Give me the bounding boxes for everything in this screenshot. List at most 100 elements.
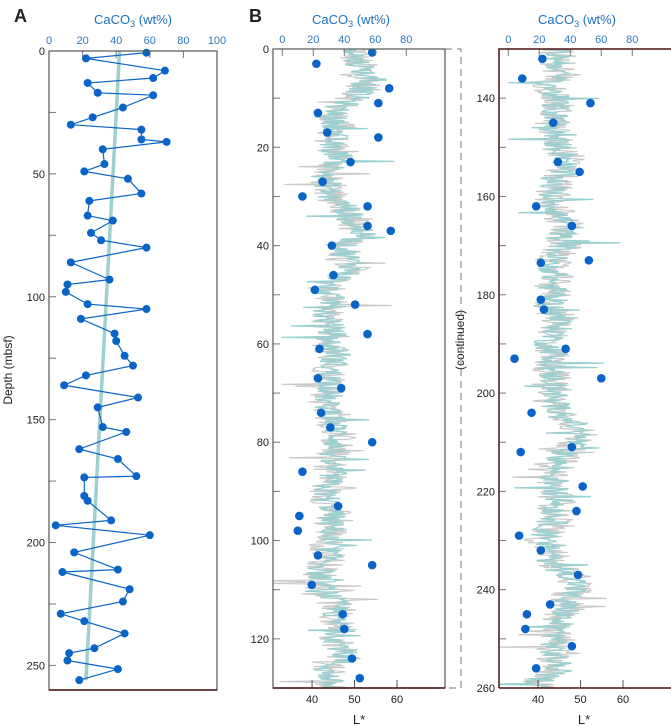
panel-b-lower-lstar-tick-label: 40	[532, 694, 544, 706]
panel-b-upper-caco3-point	[295, 511, 304, 521]
panel-a-caco3-point	[66, 258, 75, 267]
panel-a-caco3-point	[125, 585, 134, 594]
panel-b-upper-caco3-point	[367, 560, 377, 570]
panel-a-y-axis-title: Depth (mbsf)	[1, 335, 15, 404]
panel-b-lower-caco3-point	[516, 447, 525, 457]
panel-b-upper-caco3-point	[313, 108, 323, 118]
panel-a-caco3-point	[132, 472, 141, 481]
panel-a-y-tick-label: 100	[27, 292, 45, 304]
panel-a-caco3-point	[137, 189, 146, 198]
panel-a-x-tick-label: 80	[177, 35, 189, 47]
panel-a-caco3-point	[123, 174, 132, 183]
panel-b-upper-caco3-point	[374, 98, 383, 108]
panel-a-caco3-point	[80, 473, 89, 482]
panel-a-caco3-point	[113, 565, 122, 574]
panel-a-caco3-point	[142, 48, 151, 57]
panel-b-upper-caco3-tick-label: 0	[279, 34, 285, 46]
panel-a-caco3-point	[93, 88, 102, 97]
panel-a-y-tick-label: 50	[33, 169, 45, 181]
panel-a-caco3-point	[113, 665, 122, 674]
panel-a-caco3-point	[120, 351, 129, 360]
panel-a-caco3-point	[149, 74, 158, 83]
panel-b-upper-caco3-point	[312, 59, 321, 69]
panel-b-upper-caco3-point	[310, 285, 320, 295]
panel-b-lower-caco3-point	[521, 624, 530, 634]
panel-b-lower-depth-tick-label: 240	[477, 585, 495, 597]
panel-a-caco3-point	[63, 656, 72, 665]
panel-a-caco3-point	[76, 314, 85, 323]
panel-b-upper-caco3-point	[326, 423, 335, 432]
panel-b-upper-lstar-tick-label: 40	[306, 694, 318, 706]
panel-b-upper-caco3-point	[318, 177, 327, 187]
panel-b-lower-lstar-trace-teal	[499, 49, 621, 688]
panel-a-trend-line	[84, 50, 122, 681]
panel-b-upper-lstar-trace-gray	[273, 49, 392, 688]
panel-a-caco3-point	[118, 103, 127, 112]
panel-a-caco3-point	[80, 167, 89, 176]
panel-a-caco3-point	[97, 236, 106, 245]
panel-b-upper-caco3-point	[384, 84, 394, 93]
panel-b-lower-caco3-tick-label: 20	[533, 34, 545, 46]
panel-b-upper-caco3-point	[298, 192, 307, 201]
panel-a-caco3-point	[108, 216, 117, 225]
panel-b-label: B	[249, 6, 262, 26]
panel-b-upper-top-axis-title: CaCO3 (wt%)	[312, 12, 390, 29]
panel-b-upper-caco3-point	[367, 437, 377, 447]
panel-a-caco3-point	[120, 629, 129, 638]
panel-b-upper-caco3-point	[350, 300, 360, 309]
panel-a-caco3-point	[87, 228, 95, 237]
panel-b-upper-caco3-point	[329, 270, 338, 280]
panel-a-caco3-point	[83, 78, 92, 87]
panel-b-upper-caco3-point	[307, 580, 317, 590]
panel-a-caco3-point	[122, 427, 131, 436]
panel-a-caco3-point	[83, 300, 92, 309]
panel-b-upper-caco3-point	[347, 654, 357, 663]
panel-a-caco3-point	[58, 568, 67, 577]
panel-b-lower-caco3-point	[578, 482, 587, 491]
panel-a-caco3-line	[55, 52, 167, 681]
panel-b-lower-lstar-tick-label: 50	[574, 694, 586, 706]
panel-b-upper-caco3-point	[313, 550, 323, 560]
panel-a-caco3-point	[113, 454, 122, 463]
panel-a-caco3-point	[81, 54, 90, 63]
panel-b-upper-caco3-point	[316, 408, 326, 418]
panel-b-lower-top-axis-title: CaCO3 (wt%)	[538, 12, 616, 29]
panel-b-upper-caco3-point	[333, 501, 343, 511]
panel-b-lower-depth-tick-label: 260	[477, 683, 495, 695]
panel-a-caco3-point	[142, 243, 151, 252]
panel-a-caco3-point	[81, 371, 90, 380]
panel-a-y-tick-label: 200	[27, 538, 45, 550]
panel-b-upper-caco3-point	[338, 609, 348, 619]
panel-b-upper-caco3-point	[336, 383, 346, 393]
panel-a-caco3-point	[145, 531, 154, 540]
panel-b-lower-caco3-tick-label: 80	[626, 34, 638, 46]
panel-b-lower-caco3-point	[561, 344, 570, 354]
panel-b-lower-depth-tick-label: 220	[477, 486, 495, 498]
panel-b-upper-caco3-point	[355, 673, 365, 683]
panel-b-upper-caco3-tick-label: 40	[338, 34, 350, 46]
panel-a-caco3-point	[98, 423, 107, 432]
panel-a-caco3-point	[107, 516, 116, 525]
panel-a-caco3-point	[137, 135, 146, 144]
panel-a-caco3-point	[66, 120, 75, 129]
panel-a-caco3-point	[60, 381, 69, 390]
panel-a-caco3-point	[56, 609, 65, 618]
panel-b-lower-caco3-point	[522, 609, 532, 619]
panel-a-caco3-point	[160, 66, 169, 75]
panel-b-lower-caco3-point	[586, 98, 595, 108]
panel-b-lower-caco3-point	[536, 295, 546, 304]
panel-b-upper-caco3-point	[293, 526, 303, 536]
panel-b-lower-caco3-point	[545, 600, 555, 609]
panel-a-x-tick-label: 40	[110, 35, 122, 47]
panel-a-y-tick-label: 0	[39, 46, 45, 58]
panel-a-caco3-point	[83, 211, 92, 220]
panel-a-caco3-point	[90, 644, 99, 653]
panel-b-lower-frame	[498, 48, 671, 688]
panel-a-label: A	[14, 6, 27, 26]
panel-a-x-tick-label: 20	[76, 35, 88, 47]
panel-b-lower-caco3-point	[584, 256, 594, 265]
panel-a-caco3-point	[65, 649, 74, 658]
panel-a-x-tick-label: 60	[144, 35, 156, 47]
panel-b-lower-caco3-point	[553, 157, 563, 167]
panel-b-lower-caco3-tick-label: 0	[505, 34, 511, 46]
